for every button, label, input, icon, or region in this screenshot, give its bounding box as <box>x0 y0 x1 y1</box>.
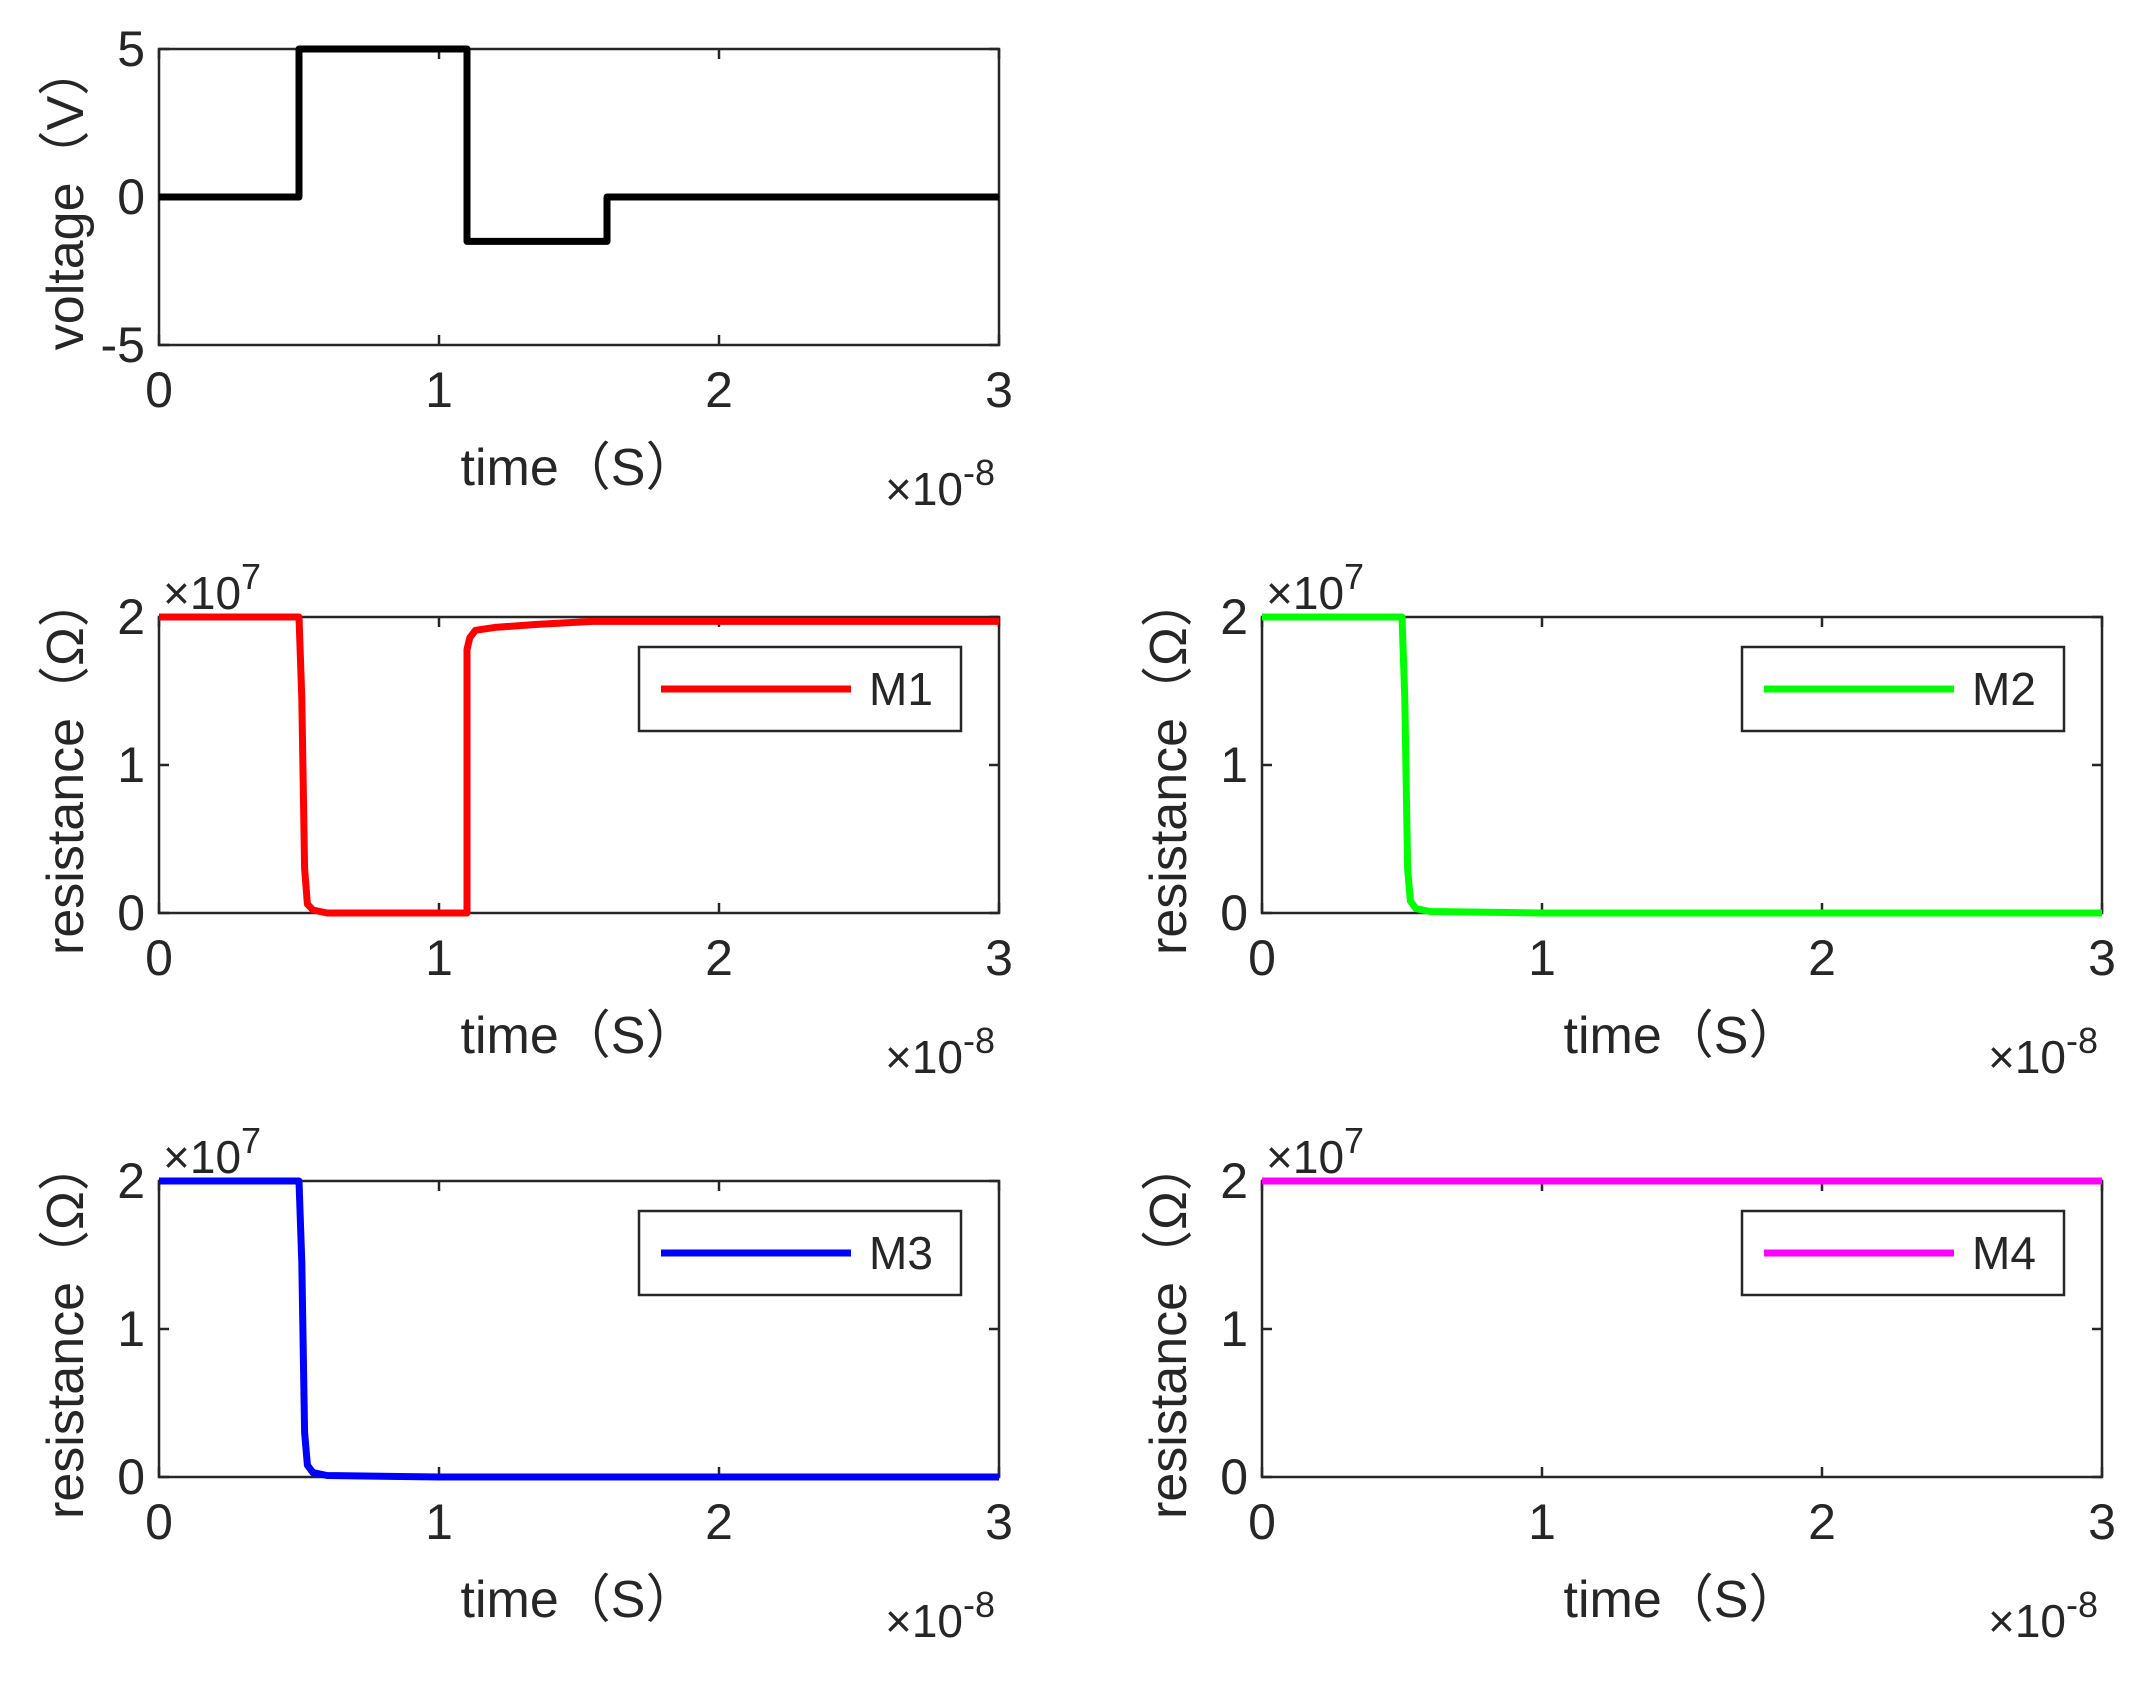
x-exponent-value: -8 <box>963 1020 995 1061</box>
x-tick-label: 3 <box>2088 930 2116 986</box>
x-tick-label: 2 <box>705 930 733 986</box>
legend: M1 <box>637 645 963 733</box>
x-axis-label: time（S） <box>1564 1571 1801 1629</box>
series-line-m3 <box>159 1177 999 1481</box>
x-tick-label: 3 <box>985 1494 1013 1550</box>
y-tick-label: 2 <box>1220 589 1248 645</box>
x-tick-label: 3 <box>2088 1494 2116 1550</box>
x-axis-label: time（S） <box>461 1007 698 1065</box>
legend-label: M3 <box>869 1227 933 1279</box>
x-axis-label: time（S） <box>461 439 698 497</box>
y-exponent-label: ×107 <box>1266 556 1364 619</box>
legend: M2 <box>1740 645 2066 733</box>
x-tick-label: 0 <box>145 1494 173 1550</box>
x-exponent-label: ×10-8 <box>885 452 995 515</box>
y-tick-label: 0 <box>1220 885 1248 941</box>
y-tick-label: 5 <box>117 21 145 77</box>
x-exponent-label: ×10-8 <box>1988 1584 2098 1647</box>
x-exponent-label: ×10-8 <box>1988 1020 2098 1083</box>
y-tick-label: 0 <box>117 1449 145 1505</box>
y-tick-label: 0 <box>117 885 145 941</box>
y-axis-label: resistance（Ω） <box>1140 1139 1198 1519</box>
x-axis-label: time（S） <box>461 1571 698 1629</box>
y-tick-label: 1 <box>1220 737 1248 793</box>
y-tick-label: 2 <box>117 1153 145 1209</box>
series-line-m2 <box>1262 613 2102 917</box>
y-tick-label: 2 <box>117 589 145 645</box>
y-axis-label: resistance（Ω） <box>37 575 95 955</box>
x-tick-label: 3 <box>985 362 1013 418</box>
y-axis-label: voltage（V） <box>37 44 95 350</box>
x-tick-label: 0 <box>145 930 173 986</box>
x-tick-label: 2 <box>705 1494 733 1550</box>
y-tick-label: 1 <box>117 737 145 793</box>
x-exponent-value: -8 <box>2066 1584 2098 1625</box>
x-tick-label: 0 <box>145 362 173 418</box>
x-exponent-value: -8 <box>963 452 995 493</box>
y-exponent-label: ×107 <box>163 1120 261 1183</box>
x-tick-label: 1 <box>1528 1494 1556 1550</box>
legend-label: M2 <box>1972 663 2036 715</box>
x-exponent-value: -8 <box>2066 1020 2098 1061</box>
y-tick-label: 2 <box>1220 1153 1248 1209</box>
y-axis-label: resistance（Ω） <box>37 1139 95 1519</box>
y-exponent-label: ×107 <box>163 556 261 619</box>
y-tick-label: 0 <box>117 169 145 225</box>
x-tick-label: 2 <box>1808 1494 1836 1550</box>
series-line-m1 <box>159 613 999 917</box>
x-tick-label: 1 <box>425 930 453 986</box>
y-axis-label: resistance（Ω） <box>1140 575 1198 955</box>
x-axis-label: time（S） <box>1564 1007 1801 1065</box>
y-tick-label: -5 <box>101 317 145 373</box>
x-tick-label: 1 <box>425 1494 453 1550</box>
x-exponent-label: ×10-8 <box>885 1020 995 1083</box>
x-tick-label: 1 <box>1528 930 1556 986</box>
y-exponent-label: ×107 <box>1266 1120 1364 1183</box>
x-exponent-value: -8 <box>963 1584 995 1625</box>
x-exponent-label: ×10-8 <box>885 1584 995 1647</box>
legend: M4 <box>1740 1209 2066 1297</box>
x-tick-label: 3 <box>985 930 1013 986</box>
y-tick-label: 1 <box>117 1301 145 1357</box>
y-exponent-value: 7 <box>241 1120 261 1161</box>
legend: M3 <box>637 1209 963 1297</box>
x-tick-label: 0 <box>1248 1494 1276 1550</box>
y-tick-label: 0 <box>1220 1449 1248 1505</box>
legend-label: M1 <box>869 663 933 715</box>
x-tick-label: 2 <box>705 362 733 418</box>
y-tick-label: 1 <box>1220 1301 1248 1357</box>
y-exponent-value: 7 <box>1344 1120 1364 1161</box>
x-tick-label: 2 <box>1808 930 1836 986</box>
y-exponent-value: 7 <box>1344 556 1364 597</box>
x-tick-label: 0 <box>1248 930 1276 986</box>
y-exponent-value: 7 <box>241 556 261 597</box>
legend-label: M4 <box>1972 1227 2036 1279</box>
series-line-voltage <box>159 45 999 245</box>
x-tick-label: 1 <box>425 362 453 418</box>
